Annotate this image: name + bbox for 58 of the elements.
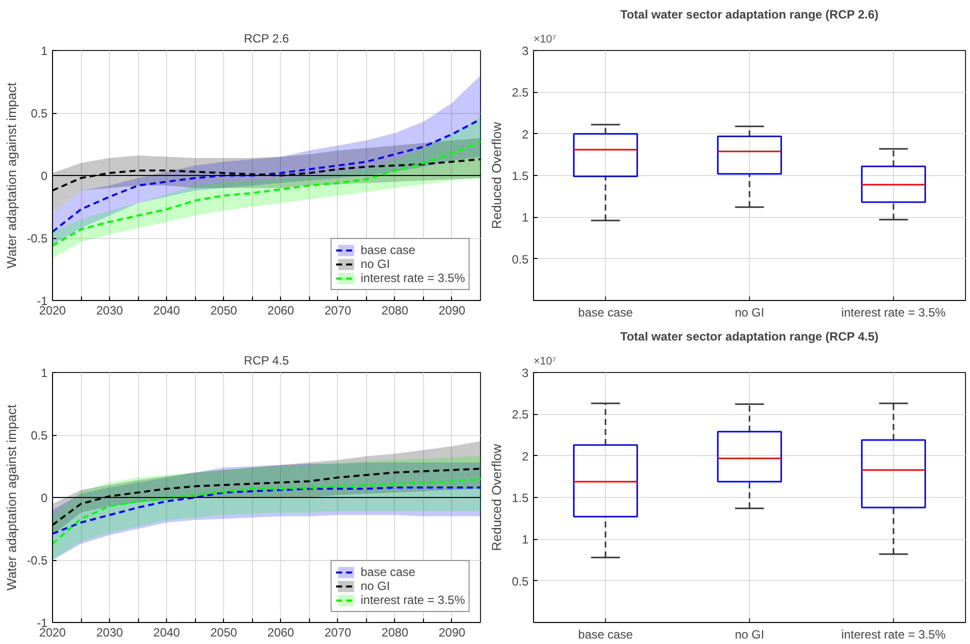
x-tick-label: base case <box>578 306 634 320</box>
x-tick-label: interest rate = 3.5% <box>841 306 946 320</box>
chart-title: Total water sector adaptation range (RCP 2.6) <box>620 8 879 22</box>
y-axis-title: Water adaptation against impact <box>4 82 19 268</box>
y-tick-label: 0 <box>40 169 48 183</box>
text: ×10⁷ <box>534 34 556 46</box>
y-tick-label: 2.5 <box>512 86 529 100</box>
y-tick-label: 2 <box>522 127 529 142</box>
x-tick-label: 2090 <box>438 626 466 640</box>
x-tick-label: 2040 <box>153 304 180 318</box>
y-tick-label: 1.5 <box>512 491 529 505</box>
text: ×10⁷ <box>534 356 556 368</box>
legend-label: interest rate = 3.5% <box>360 271 465 285</box>
x-tick-label: base case <box>578 628 634 642</box>
legend-label: base case <box>360 243 416 257</box>
chart-title: RCP 2.6 <box>244 32 290 46</box>
x-tick-label: 2090 <box>438 304 466 318</box>
legend-label: base case <box>360 565 416 579</box>
x-tick-label: 2070 <box>324 626 352 640</box>
y-tick-label: 1.5 <box>512 169 529 183</box>
legend-label: no GI <box>360 257 390 271</box>
legend-label: no GI <box>360 579 390 593</box>
x-tick-label: 2030 <box>96 304 124 318</box>
x-tick-label: no GI <box>734 628 764 642</box>
y-tick-label: 1 <box>40 366 48 380</box>
x-tick-label: 2030 <box>96 626 124 640</box>
y-tick-label: -0.5 <box>26 554 48 568</box>
x-tick-label: 2080 <box>382 626 409 640</box>
y-tick-label: 0 <box>40 491 48 505</box>
y-tick-label: 1 <box>40 44 48 58</box>
x-tick-label: 2070 <box>324 304 352 318</box>
y-tick-label: 0.5 <box>30 428 48 442</box>
y-tick-label: 3 <box>522 366 529 380</box>
y-axis-title: Reduced Overflow <box>488 443 504 551</box>
y-tick-label: 0.5 <box>512 574 529 588</box>
chart-title: RCP 4.5 <box>244 354 290 368</box>
y-tick-label: 0.5 <box>512 252 529 266</box>
x-tick-label: interest rate = 3.5% <box>841 628 946 642</box>
x-tick-label: 2040 <box>153 626 180 640</box>
x-tick-label: 2060 <box>267 626 294 640</box>
x-tick-label: 2050 <box>210 304 238 318</box>
x-tick-label: no GI <box>734 306 764 320</box>
legend-label: interest rate = 3.5% <box>360 593 465 607</box>
y-tick-label: 3 <box>522 44 529 58</box>
y-axis-title: Water adaptation against impact <box>4 404 19 590</box>
y-tick-label: 0.5 <box>30 106 48 120</box>
y-tick-label: -0.5 <box>26 232 48 246</box>
x-tick-label: 2080 <box>382 304 409 318</box>
y-tick-label: 1 <box>522 532 529 547</box>
x-tick-label: 2020 <box>39 304 66 318</box>
y-axis-title: Reduced Overflow <box>488 121 504 229</box>
y-tick-label: 2 <box>522 449 529 464</box>
x-tick-label: 2050 <box>210 626 238 640</box>
y-tick-label: 2.5 <box>512 408 529 422</box>
y-tick-label: 1 <box>522 210 529 225</box>
x-tick-label: 2020 <box>39 626 66 640</box>
chart-title: Total water sector adaptation range (RCP 4.5) <box>620 330 879 344</box>
x-tick-label: 2060 <box>267 304 294 318</box>
